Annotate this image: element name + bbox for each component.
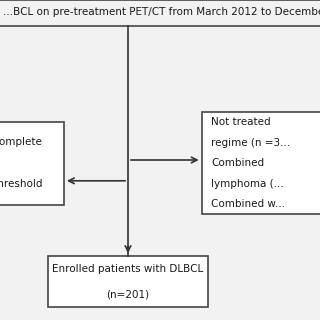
Bar [0,122,64,205]
Text: Enrolled patients with DLBCL: Enrolled patients with DLBCL [52,264,204,274]
Text: ...complete: ...complete [0,137,43,148]
Text: lymphoma (...: lymphoma (... [211,179,284,189]
Text: Combined: Combined [211,158,264,168]
Text: (n=201): (n=201) [107,289,149,300]
Text: ...threshold: ...threshold [0,179,44,189]
Text: Not treated: Not treated [211,117,271,127]
Text: Combined w...: Combined w... [211,199,285,209]
Text: regime (n =3...: regime (n =3... [211,138,291,148]
Bar [202,112,320,214]
Text: ...BCL on pre-treatment PET/CT from March 2012 to December 2...: ...BCL on pre-treatment PET/CT from Marc… [3,6,320,17]
Bar [48,256,208,307]
